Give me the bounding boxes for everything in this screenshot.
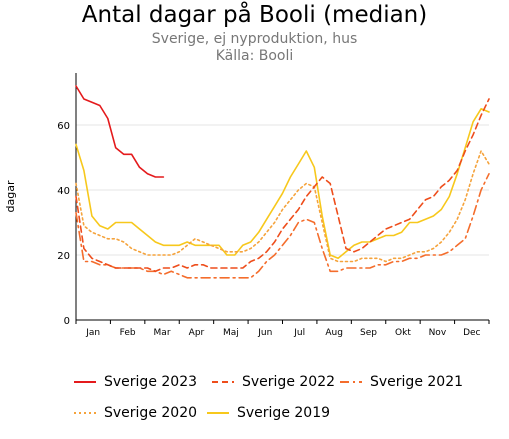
x-tick-label: Aug [325,328,343,338]
y-tick-label: 60 [57,121,70,132]
series-line-sverige-2020 [75,150,490,263]
y-tick-label: 0 [64,316,70,327]
series-line-sverige-2019 [75,108,490,260]
grid [76,124,489,256]
x-tick-label: Jun [257,328,272,338]
y-axis-label: dagar [4,180,17,212]
x-tick-label: Okt [395,328,411,338]
legend-swatch [207,412,229,414]
chart-title: Antal dagar på Booli (median) [81,2,428,28]
x-tick-label: Feb [120,328,136,338]
chart-subtitle: Sverige, ej nyproduktion, hus [151,31,358,47]
x-tick-label: Nov [429,328,447,338]
legend-label: Sverige 2020 [104,405,198,421]
x-tick-label: Mar [154,328,171,338]
legend-label: Sverige 2023 [104,374,198,390]
legend-item-sverige-2023: Sverige 2023 [74,372,197,392]
legend-swatch [212,381,234,383]
x-tick-label: Dec [463,328,480,338]
series-line-sverige-2022 [75,98,490,273]
legend-item-sverige-2021: Sverige 2021 [340,372,463,392]
y-tick-label: 40 [57,186,70,197]
legend-item-sverige-2020: Sverige 2020 [74,403,197,423]
x-tick-label: Apr [189,328,205,338]
y-tick-label: 20 [57,251,70,262]
legend-label: Sverige 2021 [370,374,464,390]
legend-label: Sverige 2022 [242,374,336,390]
axes: 0 20 40 60 Jan Feb Mar Apr Maj Jun Jul Aug Sep Okt Nov… [4,73,490,338]
legend-swatch [340,381,362,383]
chart-source: Källa: Booli [215,48,294,64]
legend-item-sverige-2019: Sverige 2019 [207,403,330,423]
x-tick-label: Maj [223,328,239,338]
series-line-sverige-2023 [75,85,165,178]
legend-item-sverige-2022: Sverige 2022 [212,372,335,392]
series-line-sverige-2021 [75,173,490,279]
series-lines [75,85,490,279]
x-tick-label: Jul [293,328,305,338]
legend-swatch [74,412,96,414]
x-tick-label: Jan [85,328,100,338]
legend-label: Sverige 2019 [237,405,331,421]
legend-swatch [74,381,96,383]
line-chart: 0 20 40 60 Jan Feb Mar Apr Maj Jun Jul Aug Sep Okt Nov… [4,73,490,338]
x-tick-label: Sep [360,328,377,338]
